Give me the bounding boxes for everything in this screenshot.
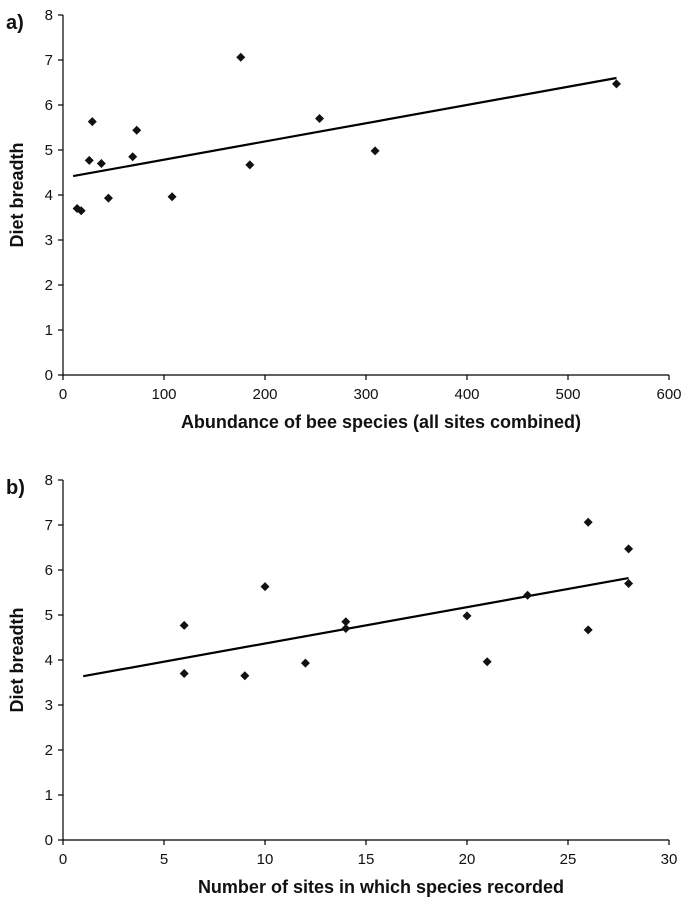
y-tick-label: 0 [45, 367, 53, 384]
data-point [132, 125, 142, 135]
y-tick-label: 8 [45, 472, 53, 489]
x-tick-label: 0 [59, 851, 67, 868]
x-tick-label: 10 [257, 851, 274, 868]
y-tick-label: 7 [45, 517, 53, 534]
x-tick-label: 25 [560, 851, 577, 868]
data-point [103, 193, 113, 203]
data-point [179, 669, 189, 678]
x-tick-label: 300 [353, 386, 378, 403]
data-point [462, 611, 472, 621]
y-tick-label: 3 [45, 232, 53, 249]
data-point [128, 152, 138, 162]
trendline [72, 76, 617, 178]
x-tick-label: 20 [459, 851, 476, 868]
data-point [624, 579, 634, 588]
data-point [583, 625, 593, 635]
data-point [236, 52, 246, 62]
data-point [96, 159, 106, 168]
y-tick-label: 2 [45, 742, 53, 759]
data-point [341, 624, 351, 633]
x-axis-title: Abundance of bee species (all sites comb… [181, 412, 581, 432]
x-tick-label: 30 [661, 851, 678, 868]
data-point [315, 114, 325, 123]
chart-a: a) 0 1 2 3 4 5 6 7 8 0 100 200 300 400 500 600 Abundance … [6, 7, 682, 432]
data-point [482, 657, 492, 667]
y-tick-label: 3 [45, 697, 53, 714]
x-tick-label: 400 [454, 386, 479, 403]
data-point [84, 155, 94, 165]
data-point [240, 671, 250, 681]
data-point [624, 544, 634, 554]
y-tick-label: 1 [45, 322, 53, 339]
x-tick-label: 200 [252, 386, 277, 403]
data-point [167, 192, 177, 202]
x-axis-title: Number of sites in which species recorde… [198, 877, 564, 897]
y-tick-label: 1 [45, 787, 53, 804]
y-tick-label: 0 [45, 832, 53, 849]
x-tick-label: 100 [151, 386, 176, 403]
y-tick-label: 7 [45, 52, 53, 69]
data-point [179, 620, 189, 630]
data-point [245, 160, 255, 170]
y-tick-label: 4 [45, 187, 53, 204]
data-point [370, 146, 380, 156]
x-tick-label: 15 [358, 851, 375, 868]
y-axis-title: Diet breadth [7, 607, 27, 712]
x-tick-label: 600 [656, 386, 681, 403]
data-point [583, 517, 593, 527]
y-tick-label: 5 [45, 607, 53, 624]
data-point [341, 617, 351, 627]
data-point [76, 206, 86, 216]
data-point [260, 582, 270, 592]
data-point [611, 79, 621, 89]
data-point [300, 658, 310, 668]
y-tick-label: 4 [45, 652, 53, 669]
y-tick-label: 6 [45, 97, 53, 114]
y-tick-label: 5 [45, 142, 53, 159]
x-tick-label: 0 [59, 386, 67, 403]
trendline [83, 577, 629, 678]
y-axis-title: Diet breadth [7, 142, 27, 247]
y-tick-label: 6 [45, 562, 53, 579]
panel-label: b) [6, 477, 25, 499]
x-tick-label: 5 [160, 851, 168, 868]
y-tick-label: 8 [45, 7, 53, 24]
chart-b: b) 0 1 2 3 4 5 6 7 8 0 5 10 15 20 25 30 Number of sites i… [6, 472, 678, 897]
x-tick-label: 500 [555, 386, 580, 403]
data-point [523, 590, 533, 600]
panel-label: a) [6, 12, 24, 34]
y-tick-label: 2 [45, 277, 53, 294]
data-point [87, 117, 97, 127]
